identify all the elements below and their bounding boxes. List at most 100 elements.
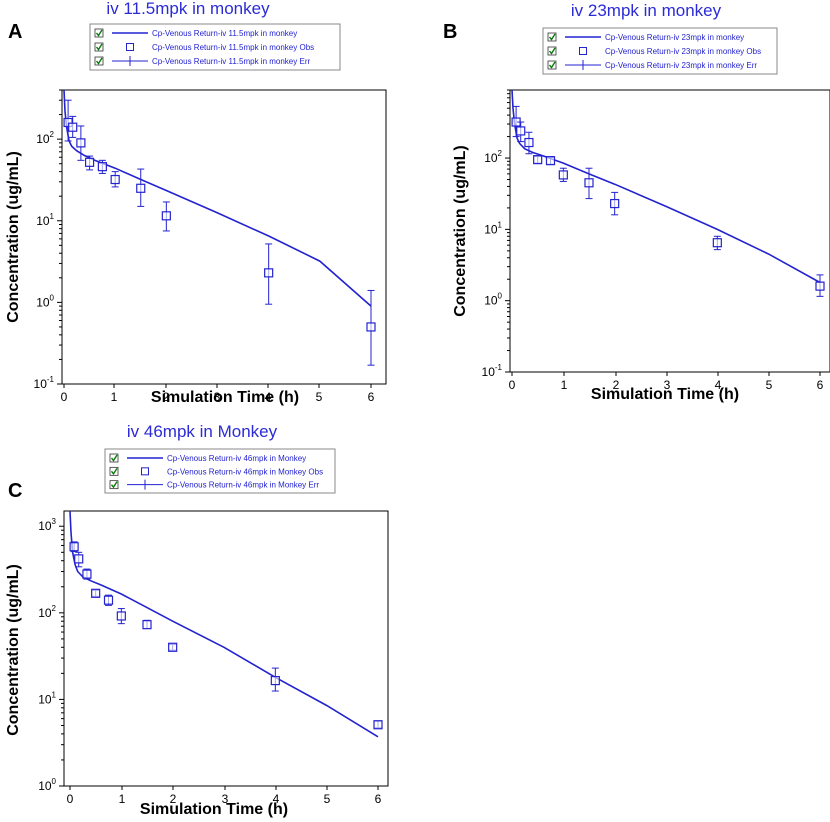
- legend-label: Cp-Venous Return-iv 23mpk in monkey Obs: [605, 47, 761, 56]
- observation-point: [68, 122, 78, 132]
- observation-point: [815, 281, 825, 291]
- checkmark-icon: [95, 29, 103, 37]
- observation-point: [69, 542, 79, 552]
- observation-point: [161, 211, 171, 221]
- x-tick-label: 1: [111, 390, 118, 404]
- legend-label: Cp-Venous Return-iv 11.5mpk in monkey: [152, 29, 297, 38]
- x-tick-label: 6: [368, 390, 375, 404]
- observation-point: [103, 595, 114, 605]
- chart-title: iv 23mpk in monkey: [571, 1, 722, 20]
- legend-label: Cp-Venous Return-iv 23mpk in monkey: [605, 33, 744, 42]
- y-tick-label: 103: [38, 517, 56, 533]
- plot-frame: [63, 510, 389, 787]
- simulation-line: [63, 90, 372, 307]
- legend-square-symbol: [579, 47, 587, 55]
- x-tick-label: 6: [375, 792, 382, 806]
- observation-point: [533, 155, 543, 165]
- observation-point: [270, 675, 280, 686]
- observation-point: [76, 138, 86, 148]
- simulation-line: [69, 511, 379, 738]
- checkbox-icon: [94, 42, 104, 52]
- x-tick-label: 2: [613, 378, 620, 392]
- observation-point: [63, 117, 73, 128]
- legend-label: Cp-Venous Return-iv 46mpk in Monkey Err: [167, 481, 319, 490]
- x-axis-label: Simulation Time (h): [151, 389, 299, 406]
- plot-frame: [61, 89, 387, 385]
- x-tick-label: 4: [273, 792, 280, 806]
- y-tick-label: 100: [484, 292, 502, 308]
- observation-point: [516, 126, 526, 136]
- checkbox-icon: [109, 480, 119, 490]
- observation-point: [74, 554, 84, 564]
- y-axis-label: Concentration (ug/mL): [452, 145, 469, 317]
- x-tick-label: 0: [509, 378, 516, 392]
- chart-title: iv 11.5mpk in monkey: [106, 0, 270, 18]
- observation-point: [142, 620, 152, 630]
- legend-label: Cp-Venous Return-iv 23mpk in monkey Err: [605, 61, 757, 70]
- observation-point: [91, 588, 101, 598]
- observation-point: [366, 322, 376, 332]
- observation-point: [168, 642, 178, 652]
- chart-title: iv 46mpk in Monkey: [127, 422, 278, 441]
- checkmark-icon: [548, 47, 556, 55]
- observation-point: [545, 156, 556, 166]
- y-tick-label: 100: [36, 293, 54, 309]
- simulation-line: [511, 90, 821, 284]
- observation-point: [610, 198, 620, 209]
- observation-point: [97, 162, 107, 172]
- legend-square-symbol: [141, 467, 149, 476]
- checkbox-icon: [547, 32, 557, 42]
- checkbox-icon: [547, 46, 557, 56]
- x-tick-label: 0: [61, 390, 68, 404]
- x-tick-label: 3: [222, 792, 229, 806]
- checkmark-icon: [110, 467, 118, 476]
- y-tick-label: 101: [484, 220, 502, 236]
- legend-box: [542, 27, 778, 75]
- chart-panel-c: Civ 46mpk in Monkey Cp-Venous Return-iv 4…: [5, 422, 389, 818]
- x-tick-label: 2: [163, 390, 170, 404]
- legend-box: [104, 448, 336, 494]
- x-tick-label: 2: [170, 792, 177, 806]
- observation-point: [136, 183, 146, 193]
- legend-label: Cp-Venous Return-iv 11.5mpk in monkey Er…: [152, 57, 310, 66]
- observation-point: [264, 268, 274, 278]
- observation-point: [524, 137, 534, 148]
- x-tick-label: 3: [664, 378, 671, 392]
- y-tick-label: 102: [36, 130, 54, 146]
- checkmark-icon: [95, 43, 103, 51]
- legend-label: Cp-Venous Return-iv 46mpk in Monkey: [167, 454, 306, 463]
- legend-label: Cp-Venous Return-iv 11.5mpk in monkey Ob…: [152, 43, 314, 52]
- y-tick-label: 102: [484, 149, 502, 165]
- checkmark-icon: [548, 61, 556, 69]
- legend-box: [89, 23, 341, 71]
- chart-panel-a: Aiv 11.5mpk in monkey Cp-Venous Return-iv…: [5, 0, 387, 406]
- legend-square-symbol: [126, 43, 134, 51]
- checkmark-icon: [548, 33, 556, 41]
- x-tick-label: 5: [766, 378, 773, 392]
- x-tick-label: 0: [67, 792, 74, 806]
- x-tick-label: 5: [324, 792, 331, 806]
- y-axis-label: Concentration (ug/mL): [5, 564, 22, 736]
- checkmark-icon: [110, 454, 118, 462]
- y-tick-label: 101: [36, 212, 54, 228]
- y-tick-label: 10-1: [482, 363, 503, 379]
- y-tick-label: 102: [38, 604, 56, 620]
- plot-frame: [509, 89, 830, 373]
- chart-panel-b: Biv 23mpk in monkey Cp-Venous Return-iv 2…: [443, 1, 830, 403]
- x-tick-label: 4: [715, 378, 722, 392]
- checkbox-icon: [94, 28, 104, 38]
- y-tick-label: 10-1: [34, 375, 55, 391]
- observation-point: [116, 611, 126, 621]
- checkbox-icon: [547, 60, 557, 70]
- checkmark-icon: [95, 57, 103, 65]
- checkbox-icon: [94, 56, 104, 66]
- x-tick-label: 5: [316, 390, 323, 404]
- x-tick-label: 6: [817, 378, 824, 392]
- checkbox-icon: [109, 466, 119, 476]
- y-axis-label: Concentration (ug/mL): [5, 151, 22, 323]
- observation-point: [712, 238, 722, 248]
- observation-point: [84, 157, 95, 167]
- panel-letter: B: [443, 21, 457, 43]
- x-tick-label: 1: [119, 792, 126, 806]
